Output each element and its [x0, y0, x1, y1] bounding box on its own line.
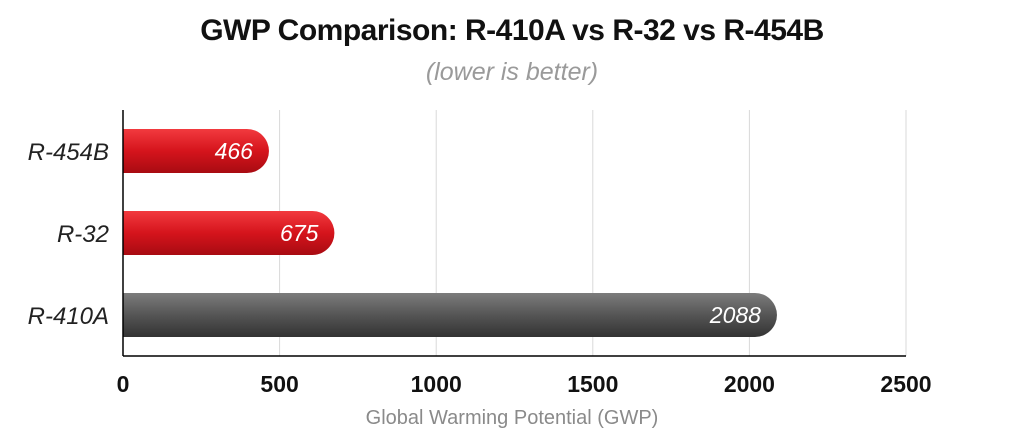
- y-category-label: R-32: [57, 221, 109, 248]
- bar-value-label: 466: [215, 138, 254, 164]
- bar-value-label: 675: [280, 220, 319, 246]
- x-tick-label: 2000: [724, 371, 775, 397]
- bar-r-32: [123, 211, 335, 255]
- x-tick-label: 1500: [567, 371, 618, 397]
- x-tick-label: 500: [260, 371, 298, 397]
- x-tick-label: 1000: [411, 371, 462, 397]
- x-tick-label: 0: [117, 371, 130, 397]
- x-axis-title: Global Warming Potential (GWP): [366, 407, 659, 429]
- y-category-label: R-410A: [28, 303, 109, 330]
- bar-r-410a: [123, 293, 777, 337]
- chart-subtitle: (lower is better): [425, 58, 599, 86]
- bar-r-454b: [123, 129, 269, 173]
- y-category-label: R-454B: [28, 139, 109, 166]
- chart-title: GWP Comparison: R-410A vs R-32 vs R-454B: [200, 14, 824, 47]
- x-tick-label: 2500: [880, 371, 931, 397]
- bar-value-label: 2088: [709, 302, 761, 328]
